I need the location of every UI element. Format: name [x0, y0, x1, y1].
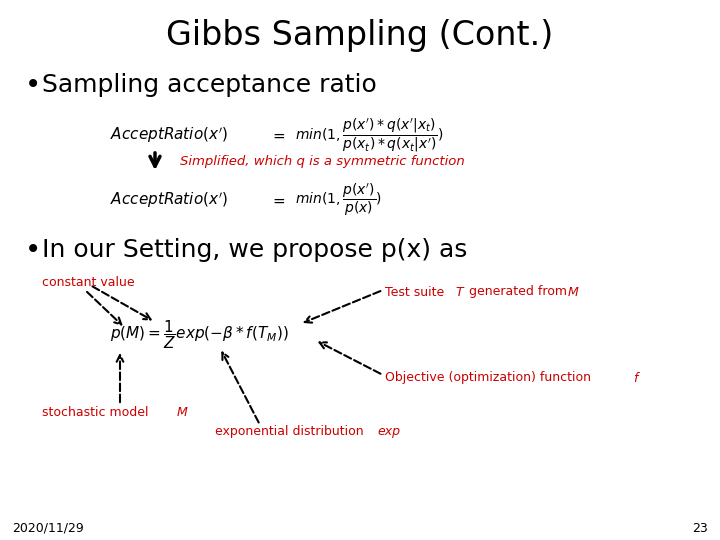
Text: exponential distribution: exponential distribution — [215, 426, 368, 438]
Text: Objective (optimization) function: Objective (optimization) function — [385, 372, 595, 384]
Text: $\mathit{AcceptRatio}(x')$: $\mathit{AcceptRatio}(x')$ — [110, 125, 228, 145]
Text: Gibbs Sampling (Cont.): Gibbs Sampling (Cont.) — [166, 18, 554, 51]
Text: $\mathit{min}(1,\dfrac{p(x')*q(x'|x_t)}{p(x_t)*q(x_t|x')})$: $\mathit{min}(1,\dfrac{p(x')*q(x'|x_t)}{… — [295, 116, 444, 154]
Text: $\mathit{AcceptRatio}(x')$: $\mathit{AcceptRatio}(x')$ — [110, 190, 228, 210]
Text: constant value: constant value — [42, 275, 135, 288]
Text: •: • — [25, 236, 41, 264]
Text: 2020/11/29: 2020/11/29 — [12, 522, 84, 535]
Text: M: M — [177, 406, 188, 419]
Text: Test suite: Test suite — [385, 286, 449, 299]
Text: Sampling acceptance ratio: Sampling acceptance ratio — [42, 73, 377, 97]
Text: stochastic model: stochastic model — [42, 406, 153, 419]
Text: 23: 23 — [692, 522, 708, 535]
Text: $\mathit{min}(1,\dfrac{p(x')}{p(x)})$: $\mathit{min}(1,\dfrac{p(x')}{p(x)})$ — [295, 182, 382, 218]
Text: T: T — [455, 286, 463, 299]
Text: f: f — [633, 372, 637, 384]
Text: Simplified, which q is a symmetric function: Simplified, which q is a symmetric funct… — [180, 156, 464, 168]
Text: $=$: $=$ — [270, 127, 286, 143]
Text: •: • — [25, 71, 41, 99]
Text: In our Setting, we propose p(x) as: In our Setting, we propose p(x) as — [42, 238, 467, 262]
Text: M: M — [568, 286, 579, 299]
Text: $=$: $=$ — [270, 192, 286, 207]
Text: exp: exp — [377, 426, 400, 438]
Text: $p(M) = \dfrac{1}{Z}exp(-\beta * f(T_M))$: $p(M) = \dfrac{1}{Z}exp(-\beta * f(T_M))… — [110, 319, 289, 352]
Text: generated from: generated from — [465, 286, 571, 299]
